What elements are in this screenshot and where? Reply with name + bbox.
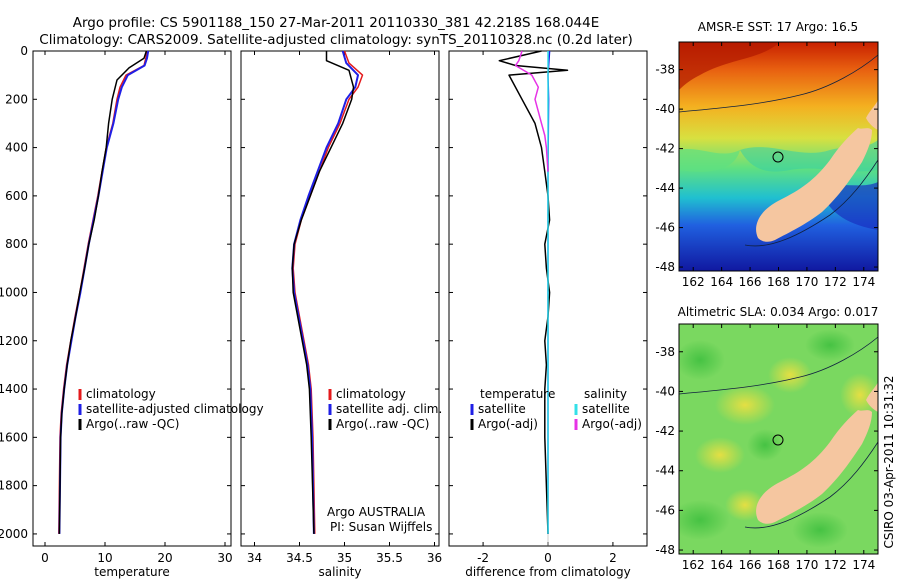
- series-line-argo-adj--salinity: [514, 50, 549, 172]
- map-y-tick-label: -48: [655, 260, 675, 274]
- legend-label: satellite: [478, 402, 526, 416]
- y-tick-label: 1800: [0, 479, 28, 493]
- map-y-tick-label: -48: [655, 543, 675, 557]
- series-line-climatology: [292, 50, 364, 534]
- y-tick-label: 800: [5, 237, 28, 251]
- map-y-tick-label: -44: [655, 181, 675, 195]
- salinity-panel: 34 34.5 35 35.5 36 salinity climatologysatelli…: [240, 50, 442, 579]
- sst-argo-marker: [772, 151, 784, 163]
- land-north-island-sla: [866, 382, 878, 412]
- y-tick-label: 0: [20, 44, 28, 58]
- map-y-tick-label: -40: [655, 102, 675, 116]
- map-x-tick-label: 174: [852, 558, 875, 572]
- legend-label: satellite-adjusted climatology: [86, 402, 264, 416]
- x-tick-label: -2: [477, 551, 489, 565]
- map-y-tick-label: -38: [655, 345, 675, 359]
- map-x-tick-label: 162: [682, 558, 705, 572]
- map-y-tick-label: -38: [655, 63, 675, 77]
- series-line-climatology: [58, 50, 148, 534]
- side-stamp: CSIRO 03-Apr-2011 10:31:32: [882, 375, 896, 548]
- x-tick-label: 34: [247, 551, 262, 565]
- annotation-line: Argo AUSTRALIA: [327, 505, 426, 519]
- map-x-tick-label: 172: [824, 558, 847, 572]
- plot-frame: [240, 50, 440, 547]
- map-x-tick-label: 166: [739, 275, 762, 289]
- sst-map-axes: 162 164 166 168 170 172 174 -38 -40 -42 -44 -46 -48: [655, 42, 878, 289]
- header-line2: Climatology: CARS2009. Satellite-adjuste…: [39, 32, 632, 48]
- x-axis-label: temperature: [94, 565, 169, 579]
- sst-map-land: [679, 54, 878, 247]
- header-line1: Argo profile: CS 5901188_150 27-Mar-2011…: [73, 15, 600, 31]
- y-tick-label: 1400: [0, 382, 28, 396]
- plot-frame: [32, 50, 232, 547]
- legend-label: satellite: [582, 402, 630, 416]
- x-tick-label: 2: [609, 551, 617, 565]
- legend-label: Argo(-adj): [478, 417, 538, 431]
- map-x-tick-label: 170: [795, 275, 818, 289]
- map-x-tick-label: 162: [682, 275, 705, 289]
- map-x-tick-label: 174: [852, 275, 875, 289]
- map-x-tick-label: 168: [767, 558, 790, 572]
- map-x-tick-label: 172: [824, 275, 847, 289]
- legend-label: climatology: [336, 387, 406, 401]
- y-tick-label: 400: [5, 141, 28, 155]
- x-tick-label: 36: [427, 551, 442, 565]
- map-y-tick-label: -46: [655, 221, 675, 235]
- legend-label: Argo(..raw -QC): [336, 417, 429, 431]
- x-tick-label: 35.5: [376, 551, 403, 565]
- map-y-tick-label: -42: [655, 424, 675, 438]
- map-y-tick-label: -42: [655, 142, 675, 156]
- series-line-argo-raw-qc-: [58, 50, 148, 534]
- y-tick-label: 1200: [0, 334, 28, 348]
- series-line-argo-raw-qc-: [291, 51, 355, 534]
- x-tick-label: 10: [97, 551, 112, 565]
- map-y-tick-label: -46: [655, 503, 675, 517]
- sla-map-title: Altimetric SLA: 0.034 Argo: 0.017: [678, 305, 879, 319]
- series-line-satellite-adjusted-climatology: [58, 50, 150, 534]
- annotation-line: PI: Susan Wijffels: [330, 520, 432, 534]
- legend-label: Argo(..raw -QC): [86, 417, 179, 431]
- y-tick-label: 600: [5, 189, 28, 203]
- y-tick-label: 200: [5, 92, 28, 106]
- temperature-panel: 0 200 400 600 800 1000 1200 1400 1600 1800 2000 0 10…: [0, 44, 264, 579]
- land-south-island-sst: [756, 128, 872, 242]
- map-x-tick-label: 166: [739, 558, 762, 572]
- x-tick-label: 0: [544, 551, 552, 565]
- x-tick-label: 30: [217, 551, 232, 565]
- y-tick-label: 1000: [0, 285, 28, 299]
- x-tick-label: 34.5: [286, 551, 313, 565]
- land-north-island-sst: [866, 100, 878, 130]
- y-tick-label: 1600: [0, 430, 28, 444]
- sst-map-title: AMSR-E SST: 17 Argo: 16.5: [698, 20, 858, 34]
- series-line-argo-adj--temperature: [498, 50, 569, 534]
- map-y-tick-label: -44: [655, 464, 675, 478]
- legend-group-title: temperature: [480, 387, 555, 401]
- x-tick-label: 20: [157, 551, 172, 565]
- x-axis-label: salinity: [318, 565, 361, 579]
- land-south-island-sla: [756, 410, 872, 524]
- x-tick-label: 35: [337, 551, 352, 565]
- sla-map-axes: 162 164 166 168 170 172 174 -38 -40 -42 -44 -46 -48: [655, 324, 878, 572]
- map-x-tick-label: 164: [710, 275, 733, 289]
- map-x-tick-label: 170: [795, 558, 818, 572]
- legend-label: satellite adj. clim.: [336, 402, 442, 416]
- sla-argo-marker: [772, 434, 784, 446]
- x-axis-label: difference from climatology: [465, 565, 631, 579]
- y-tick-label: 2000: [0, 527, 28, 541]
- legend-label: climatology: [86, 387, 156, 401]
- series-line-satellite-adj-clim-: [291, 50, 359, 534]
- map-x-tick-label: 168: [767, 275, 790, 289]
- sla-map-land: [679, 336, 878, 529]
- map-y-tick-label: -40: [655, 384, 675, 398]
- x-tick-label: 0: [41, 551, 49, 565]
- legend-label: Argo(-adj): [582, 417, 642, 431]
- legend-group-title: salinity: [584, 387, 627, 401]
- map-x-tick-label: 164: [710, 558, 733, 572]
